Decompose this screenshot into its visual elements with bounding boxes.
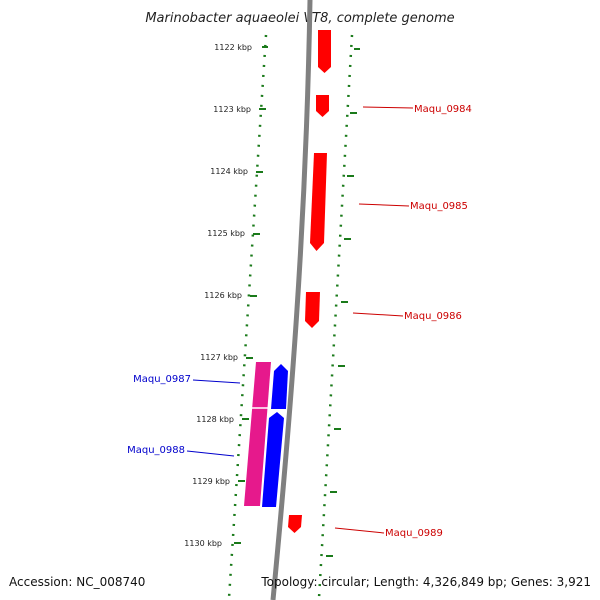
tick-1126: 1126 kbp (204, 291, 257, 300)
tick-1128: 1128 kbp (196, 415, 249, 424)
tick-label: 1129 kbp (192, 477, 230, 486)
leader-line-maqu-0989 (334, 527, 385, 534)
gene-label-maqu-0985[interactable]: Maqu_0985 (410, 201, 468, 212)
gene-feature-forward[interactable] (318, 30, 331, 73)
tick-1124: 1124 kbp (210, 167, 263, 176)
genome-summary-text: Topology: circular; Length: 4,326,849 bp… (260, 575, 591, 589)
gene-label-maqu-0987[interactable]: Maqu_0987 (133, 374, 191, 385)
gene-label-maqu-0989[interactable]: Maqu_0989 (385, 528, 443, 539)
tick-label: 1126 kbp (204, 291, 242, 300)
genome-backbone (270, 0, 313, 600)
tick-label: 1128 kbp (196, 415, 234, 424)
gene-maqu-0989[interactable] (288, 515, 302, 533)
tick-label: 1125 kbp (207, 229, 245, 238)
gene-maqu-0986[interactable] (305, 292, 320, 328)
accession-text: Accession: NC_008740 (9, 575, 145, 589)
tick-1125: 1125 kbp (207, 229, 260, 238)
gene-maqu-0988[interactable] (262, 412, 284, 507)
leader-line-maqu-0984 (362, 106, 414, 109)
tick-1130: 1130 kbp (184, 539, 241, 548)
leader-line-maqu-0987 (192, 379, 241, 384)
tick-label: 1130 kbp (184, 539, 222, 548)
gene-label-maqu-0988[interactable]: Maqu_0988 (127, 445, 185, 456)
tick-1127: 1127 kbp (200, 353, 253, 362)
scale-rail-inner (227, 34, 268, 599)
tick-label: 1124 kbp (210, 167, 248, 176)
tick-label: 1127 kbp (200, 353, 238, 362)
outer-tick-marks (326, 48, 360, 557)
leader-line-maqu-0988 (186, 450, 235, 457)
leader-line-maqu-0986 (352, 312, 404, 317)
genome-title: Marinobacter aquaeolei VT8, complete gen… (145, 11, 454, 26)
gene-label-maqu-0986[interactable]: Maqu_0986 (404, 311, 462, 322)
gene-maqu-0984[interactable] (316, 95, 329, 117)
scale-rail-outer (317, 34, 354, 599)
gene-maqu-0987-bar[interactable] (244, 362, 271, 506)
tick-label: 1123 kbp (213, 105, 251, 114)
gene-label-maqu-0984[interactable]: Maqu_0984 (414, 104, 472, 115)
tick-1129: 1129 kbp (192, 477, 245, 486)
tick-1123: 1123 kbp (213, 105, 266, 114)
tick-1122: 1122 kbp (214, 43, 268, 52)
gene-maqu-0987[interactable] (271, 364, 288, 409)
tick-label: 1122 kbp (214, 43, 252, 52)
gene-maqu-0985[interactable] (310, 153, 327, 251)
leader-line-maqu-0985 (358, 203, 410, 207)
